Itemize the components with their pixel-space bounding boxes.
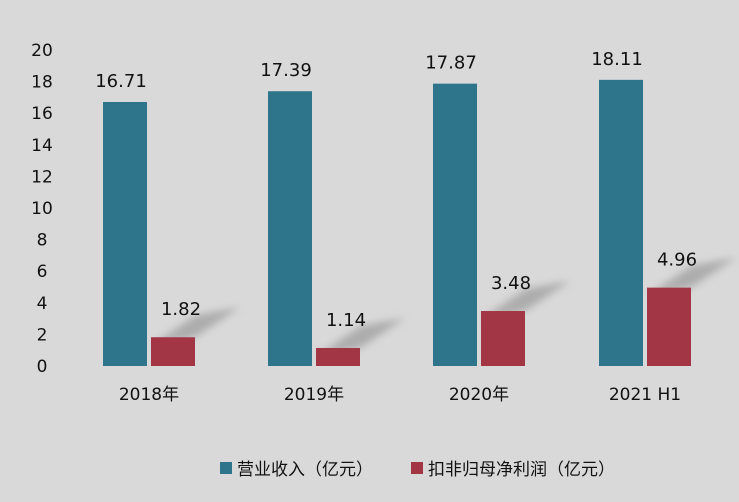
y-tick-label: 4: [37, 294, 48, 314]
x-category-label: 2019年: [284, 385, 344, 405]
bar-revenue: [599, 79, 643, 366]
data-label: 18.11: [591, 49, 643, 70]
data-label: 17.87: [425, 53, 477, 74]
bar-revenue: [103, 101, 147, 367]
data-label: 3.48: [491, 273, 531, 294]
legend-label: 扣非归母净利润（亿元）: [428, 460, 615, 480]
bar-revenue: [268, 91, 312, 366]
data-label: 1.82: [161, 299, 201, 320]
y-tick-label: 20: [31, 41, 53, 61]
y-tick-label: 8: [37, 231, 48, 251]
legend-swatch: [411, 462, 423, 474]
y-tick-label: 16: [31, 104, 53, 124]
x-category-label: 2020年: [449, 385, 509, 405]
bar-net-profit: [151, 337, 195, 366]
y-tick-label: 2: [37, 325, 48, 345]
y-tick-label: 0: [37, 357, 48, 377]
legend-label: 营业收入（亿元）: [237, 460, 373, 480]
legend-swatch: [220, 462, 232, 474]
bar-net-profit: [481, 311, 525, 366]
y-tick-label: 14: [31, 136, 53, 156]
bar-net-profit: [647, 287, 691, 366]
x-category-label: 2018年: [119, 385, 179, 405]
y-tick-label: 6: [37, 262, 48, 282]
y-tick-label: 10: [31, 199, 53, 219]
bar-shadow: [647, 257, 736, 296]
x-category-label: 2021 H1: [609, 385, 681, 405]
bar-shadow: [151, 307, 240, 346]
bar-shadow: [316, 317, 405, 356]
bar-net-profit: [316, 347, 360, 366]
y-tick-label: 18: [31, 73, 53, 93]
bar-revenue: [433, 83, 477, 367]
bar-shadow: [481, 281, 570, 320]
data-label: 16.71: [95, 71, 147, 92]
y-tick-label: 12: [31, 167, 53, 187]
data-label: 1.14: [326, 310, 366, 331]
data-label: 17.39: [260, 60, 312, 81]
data-label: 4.96: [657, 250, 697, 271]
